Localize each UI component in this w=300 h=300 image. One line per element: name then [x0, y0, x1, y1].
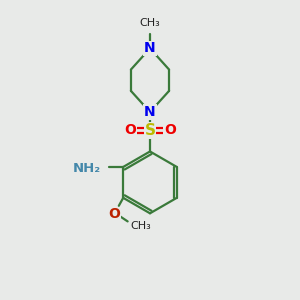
Text: N: N: [144, 105, 156, 119]
Text: CH₃: CH₃: [140, 18, 160, 28]
Text: O: O: [109, 207, 120, 221]
Text: N: N: [144, 41, 156, 56]
Text: O: O: [164, 123, 176, 137]
Text: NH₂: NH₂: [72, 162, 100, 175]
Text: CH₃: CH₃: [130, 221, 151, 231]
Text: S: S: [145, 123, 155, 138]
Text: O: O: [124, 123, 136, 137]
